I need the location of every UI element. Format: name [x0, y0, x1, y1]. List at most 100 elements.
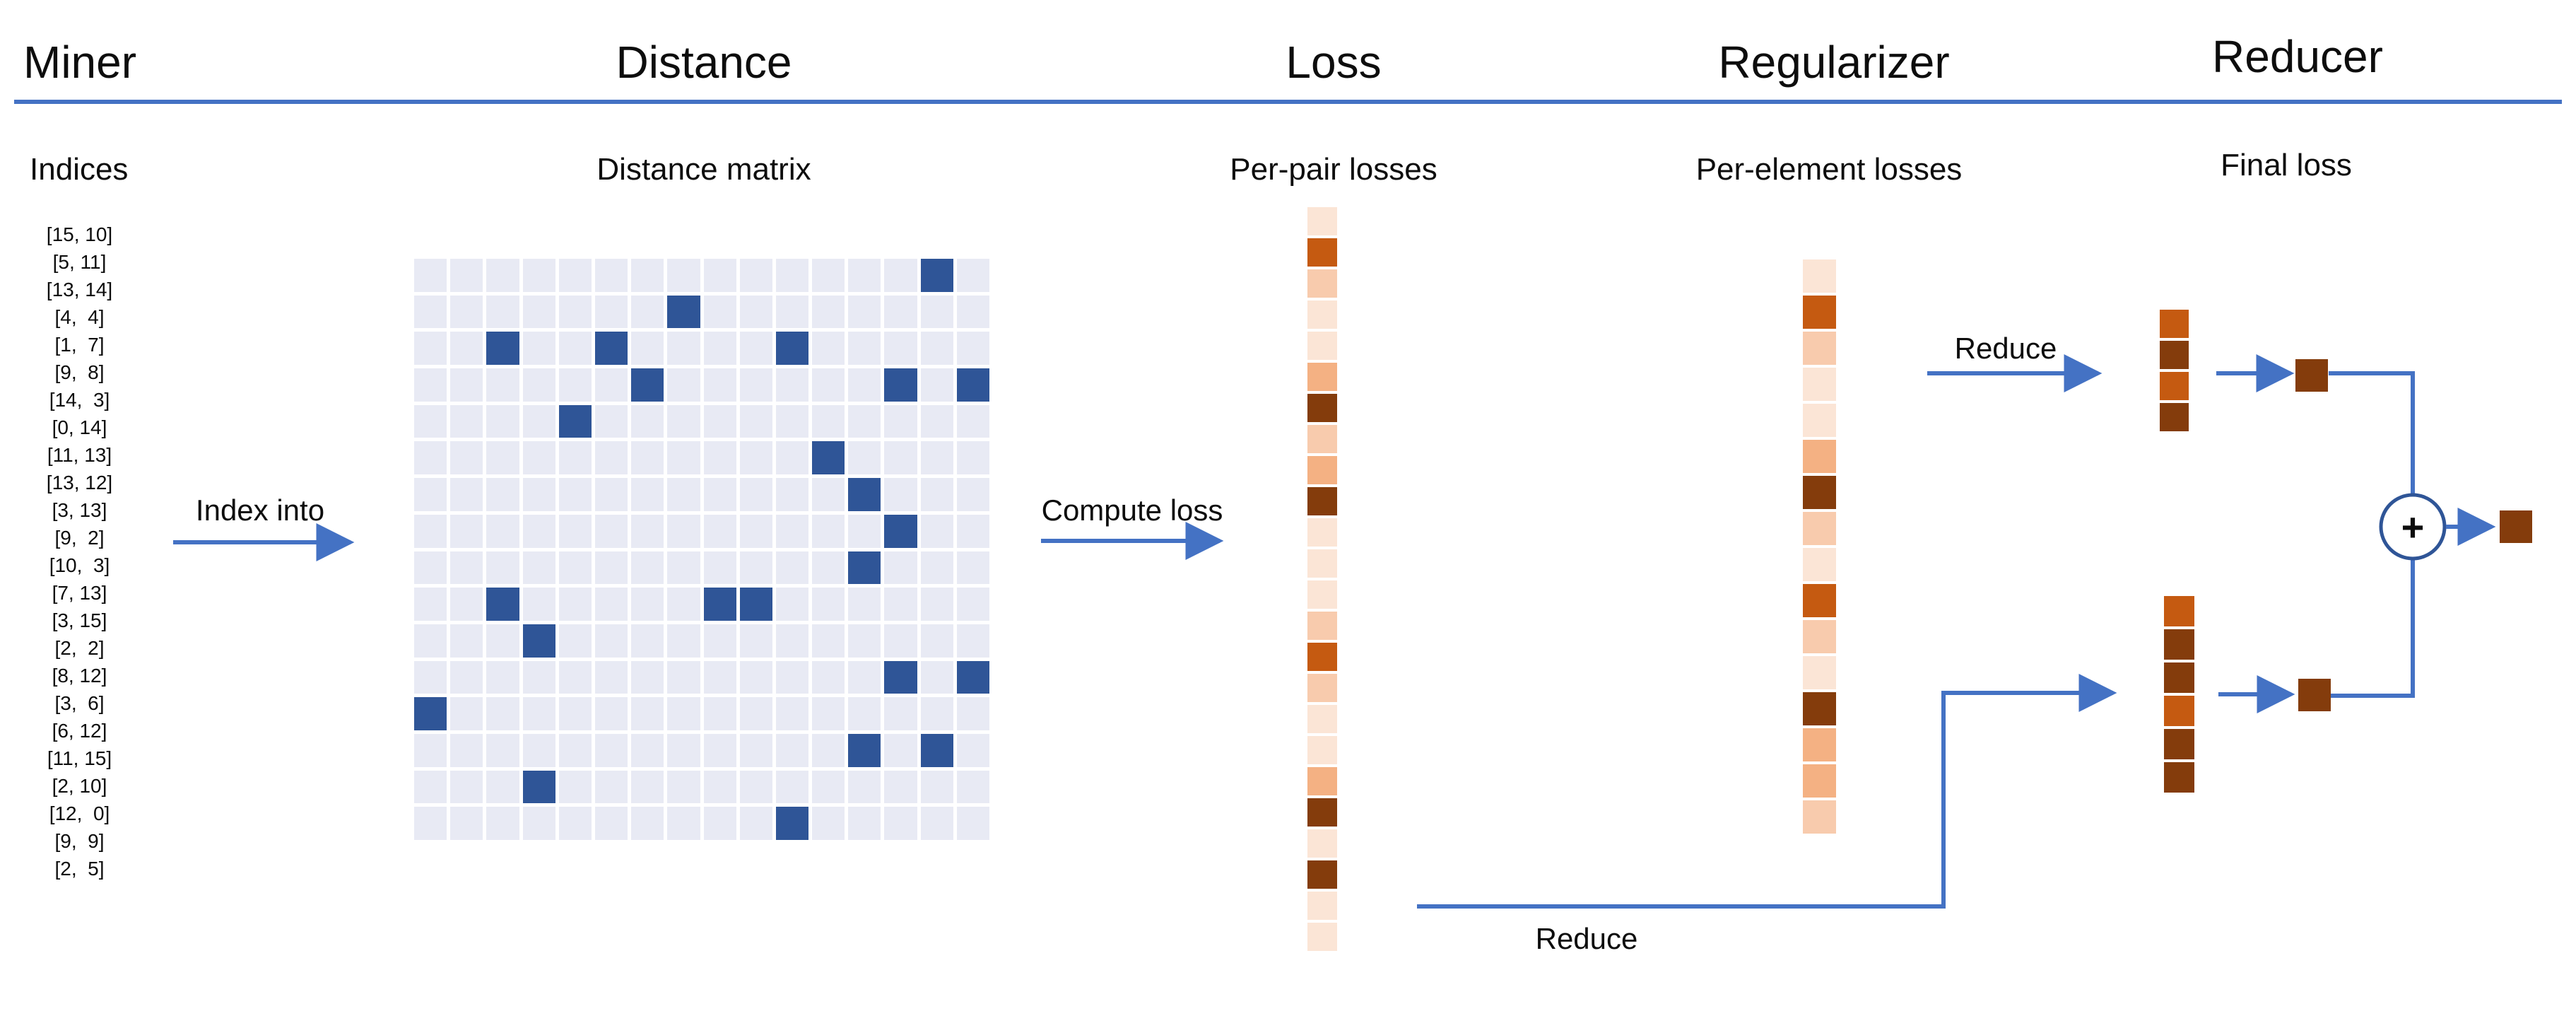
index-pair: [7, 13]: [52, 582, 107, 604]
loss-cell: [1307, 736, 1337, 764]
matrix-cell: [522, 404, 555, 438]
column-header-loss: Loss: [1286, 37, 1382, 88]
loss-cell: [1307, 425, 1337, 453]
loss-cell: [1803, 476, 1836, 509]
matrix-cell: [631, 733, 664, 767]
loss-cell: [1307, 549, 1337, 578]
matrix-cell: [848, 807, 881, 840]
matrix-cell: [522, 551, 555, 585]
matrix-cell: [631, 441, 664, 475]
matrix-cell: [450, 404, 483, 438]
matrix-cell: [594, 588, 628, 621]
matrix-cell: [739, 295, 772, 329]
matrix-cell: [558, 295, 592, 329]
matrix-cell: [522, 295, 555, 329]
matrix-cell: [739, 733, 772, 767]
matrix-cell: [775, 441, 809, 475]
matrix-cell: [739, 588, 772, 621]
matrix-cell: [631, 478, 664, 511]
loss-cell: [2164, 629, 2194, 660]
matrix-cell: [631, 259, 664, 292]
matrix-cell: [884, 368, 917, 402]
matrix-cell: [703, 478, 736, 511]
matrix-cell: [848, 514, 881, 548]
matrix-cell: [486, 697, 519, 730]
matrix-cell: [703, 697, 736, 730]
loss-cell: [1307, 892, 1337, 920]
matrix-cell: [884, 733, 917, 767]
matrix-cell: [812, 807, 845, 840]
matrix-cell: [486, 259, 519, 292]
matrix-cell: [667, 624, 700, 658]
matrix-cell: [414, 807, 447, 840]
matrix-cell: [522, 259, 555, 292]
matrix-cell: [703, 514, 736, 548]
matrix-cell: [414, 332, 447, 366]
matrix-cell: [884, 588, 917, 621]
matrix-cell: [703, 733, 736, 767]
matrix-cell: [414, 478, 447, 511]
loss-cell: [1307, 860, 1337, 889]
matrix-cell: [631, 295, 664, 329]
matrix-cell: [703, 588, 736, 621]
index-pair: [2, 2]: [54, 637, 105, 659]
matrix-cell: [667, 441, 700, 475]
matrix-cell: [450, 624, 483, 658]
loss-cell: [2160, 341, 2189, 369]
matrix-cell: [558, 441, 592, 475]
loss-cell: [1803, 404, 1836, 437]
index-pair: [3, 15]: [52, 609, 107, 631]
matrix-cell: [884, 478, 917, 511]
loss-cell: [1307, 487, 1337, 515]
matrix-cell: [956, 514, 989, 548]
matrix-cell: [522, 368, 555, 402]
matrix-cell: [884, 441, 917, 475]
matrix-cell: [739, 368, 772, 402]
matrix-cell: [414, 697, 447, 730]
matrix-cell: [703, 807, 736, 840]
matrix-cell: [920, 588, 953, 621]
matrix-cell: [775, 478, 809, 511]
matrix-cell: [920, 660, 953, 694]
matrix-cell: [739, 660, 772, 694]
matrix-cell: [812, 441, 845, 475]
matrix-cell: [558, 588, 592, 621]
distance-matrix-title: Distance matrix: [596, 152, 811, 187]
index-pair: [4, 4]: [54, 306, 105, 328]
matrix-cell: [558, 733, 592, 767]
matrix-cell: [667, 332, 700, 366]
loss-cell: [2160, 310, 2189, 338]
matrix-cell: [775, 807, 809, 840]
matrix-cell: [812, 733, 845, 767]
matrix-cell: [775, 259, 809, 292]
matrix-cell: [486, 478, 519, 511]
matrix-cell: [848, 478, 881, 511]
matrix-cell: [884, 514, 917, 548]
matrix-cell: [812, 624, 845, 658]
matrix-cell: [450, 770, 483, 804]
matrix-cell: [956, 478, 989, 511]
loss-cell: [1803, 332, 1836, 365]
matrix-cell: [486, 441, 519, 475]
index-pair: [2, 10]: [52, 775, 107, 797]
loss-cell: [1307, 829, 1337, 858]
matrix-cell: [884, 660, 917, 694]
matrix-cell: [558, 514, 592, 548]
loss-cell: [1307, 643, 1337, 671]
index-pair: [1, 7]: [54, 334, 105, 356]
matrix-cell: [414, 295, 447, 329]
matrix-cell: [667, 551, 700, 585]
matrix-cell: [486, 588, 519, 621]
index-pair: [13, 14]: [46, 279, 113, 300]
matrix-cell: [848, 733, 881, 767]
loss-cell: [2160, 372, 2189, 400]
matrix-cell: [414, 588, 447, 621]
matrix-cell: [739, 441, 772, 475]
matrix-cell: [450, 478, 483, 511]
matrix-cell: [848, 660, 881, 694]
matrix-cell: [486, 624, 519, 658]
matrix-cell: [631, 697, 664, 730]
matrix-cell: [522, 588, 555, 621]
reduce-bottom-path-arrow: [1417, 674, 2117, 909]
per-element-losses-title: Per-element losses: [1695, 152, 1963, 187]
